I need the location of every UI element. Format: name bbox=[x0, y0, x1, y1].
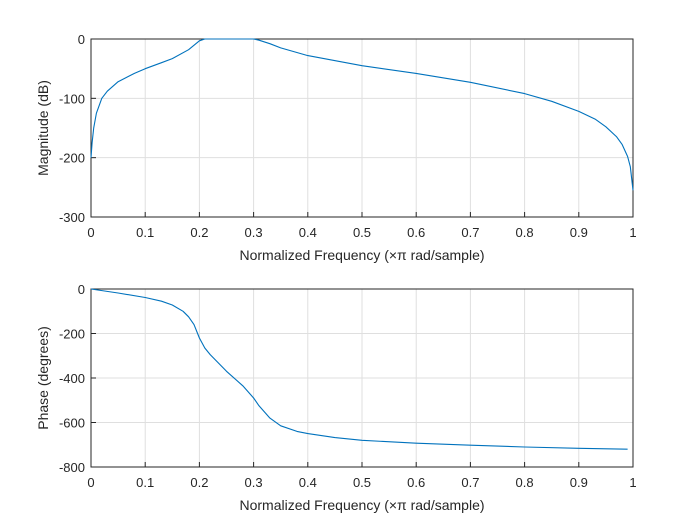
x-tick-label: 0.8 bbox=[516, 475, 534, 490]
series-line bbox=[90, 288, 628, 450]
axes-box bbox=[90, 38, 634, 218]
y-tick-label: -100 bbox=[59, 91, 85, 106]
y-tick-label: -300 bbox=[59, 210, 85, 225]
y-tick-label: -200 bbox=[59, 151, 85, 166]
x-axis-label: Normalized Frequency (×π rad/sample) bbox=[239, 497, 484, 513]
x-tick-label: 0.5 bbox=[353, 475, 371, 490]
y-tick-label: 0 bbox=[78, 282, 85, 297]
y-tick-label: -600 bbox=[59, 416, 85, 431]
x-tick-label: 0.9 bbox=[570, 475, 588, 490]
x-tick-label: 0.2 bbox=[190, 475, 208, 490]
x-tick-label: 0.3 bbox=[245, 225, 263, 240]
x-tick-label: 0.5 bbox=[353, 225, 371, 240]
subplot-1: 0 0.1 0.2 0.3 0.4 0.5 0.6 0.7 0.8 0.9 1 -300 -200 -10… bbox=[35, 32, 637, 263]
x-tick-label: 0 bbox=[87, 475, 94, 490]
x-tick-label: 0.7 bbox=[461, 225, 479, 240]
subplot-2: 0 0.1 0.2 0.3 0.4 0.5 0.6 0.7 0.8 0.9 1 -800 -600 -40… bbox=[35, 282, 637, 513]
x-tick-label: 0.8 bbox=[516, 225, 534, 240]
x-tick-label: 1 bbox=[629, 225, 636, 240]
y-axis-label: Phase (degrees) bbox=[35, 326, 51, 430]
y-tick-label: -200 bbox=[59, 327, 85, 342]
x-tick-label: 0.1 bbox=[136, 225, 154, 240]
x-tick-label: 0.4 bbox=[299, 225, 317, 240]
x-tick-label: 0.9 bbox=[570, 225, 588, 240]
series-line bbox=[90, 38, 634, 191]
y-tick-label: -800 bbox=[59, 460, 85, 475]
x-tick-label: 0.6 bbox=[407, 225, 425, 240]
x-tick-label: 0.3 bbox=[245, 475, 263, 490]
axes-box bbox=[90, 288, 634, 468]
y-tick-label: 0 bbox=[78, 32, 85, 47]
x-tick-label: 0.6 bbox=[407, 475, 425, 490]
y-axis-label: Magnitude (dB) bbox=[35, 80, 51, 176]
x-axis-label: Normalized Frequency (×π rad/sample) bbox=[239, 247, 484, 263]
x-tick-label: 0 bbox=[87, 225, 94, 240]
x-tick-label: 1 bbox=[629, 475, 636, 490]
x-tick-label: 0.7 bbox=[461, 475, 479, 490]
x-tick-label: 0.1 bbox=[136, 475, 154, 490]
x-tick-label: 0.2 bbox=[190, 225, 208, 240]
x-tick-label: 0.4 bbox=[299, 475, 317, 490]
y-tick-label: -400 bbox=[59, 371, 85, 386]
